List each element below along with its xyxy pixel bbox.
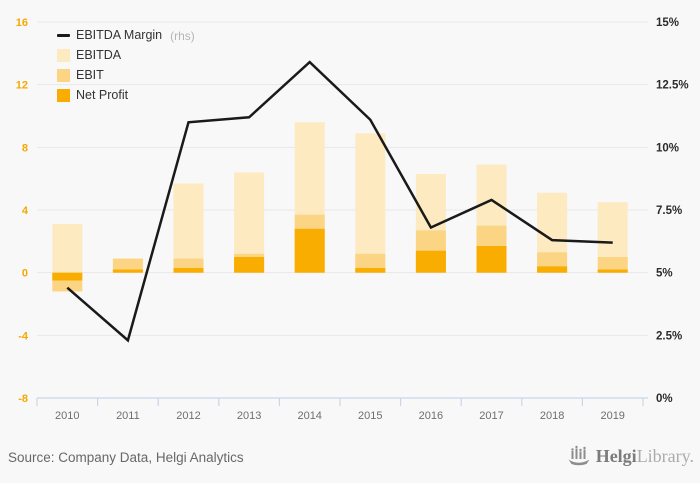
- right-tick-label: 0%: [656, 393, 673, 405]
- bar: [597, 269, 628, 273]
- left-tick-label: -4: [18, 330, 29, 342]
- ebitda-swatch: [57, 49, 70, 62]
- right-tick-label: 10%: [656, 142, 679, 154]
- legend-label: Net Profit: [76, 88, 129, 102]
- year-label: 2018: [540, 410, 564, 422]
- right-axis-labels: 15% 12.5% 10% 7.5% 5% 2.5% 0%: [656, 17, 689, 405]
- left-tick-label: -8: [18, 393, 28, 405]
- bar: [173, 267, 204, 273]
- year-label: 2013: [237, 410, 261, 422]
- year-label: 2010: [55, 410, 79, 422]
- chart-legend: EBITDA Margin (rhs) EBITDA EBIT Net Prof…: [57, 29, 195, 102]
- logo-text-helgi: Helgi: [595, 446, 637, 466]
- bars-ebitda: [52, 122, 628, 273]
- right-tick-label: 7.5%: [656, 205, 682, 217]
- bar: [294, 228, 325, 273]
- year-label: 2019: [600, 410, 624, 422]
- net-profit-swatch: [57, 89, 70, 102]
- logo-text-library: Library.: [636, 446, 694, 466]
- legend-item-net-profit: Net Profit: [57, 89, 195, 102]
- left-axis-labels: 16 12 8 4 0 -4 -8: [16, 17, 29, 405]
- bar: [112, 269, 143, 273]
- logo-text: HelgiLibrary.: [596, 445, 694, 467]
- legend-item-ebit: EBIT: [57, 69, 195, 82]
- x-axis-labels: 2010 2011 2012 2013 2014 2015 2016 2017 2018 2019: [55, 410, 625, 422]
- source-text: Source: Company Data, Helgi Analytics: [8, 450, 244, 465]
- left-tick-label: 12: [16, 80, 28, 92]
- ebitda-margin-line: [66, 60, 613, 343]
- legend-label: EBITDA: [76, 48, 122, 62]
- legend-rhs-suffix: (rhs): [170, 28, 195, 43]
- bar: [173, 183, 204, 273]
- year-label: 2014: [297, 410, 321, 422]
- bar: [355, 133, 386, 273]
- bar: [234, 257, 265, 273]
- line-swatch: [57, 34, 70, 37]
- right-tick-label: 15%: [656, 17, 679, 29]
- right-tick-label: 2.5%: [656, 330, 682, 342]
- legend-item-ebitda-margin: EBITDA Margin (rhs): [57, 28, 195, 43]
- year-label: 2011: [116, 410, 140, 422]
- left-tick-label: 0: [22, 268, 28, 280]
- bar: [355, 267, 386, 273]
- bar: [537, 266, 568, 273]
- legend-label: EBITDA Margin: [76, 28, 163, 42]
- right-tick-label: 12.5%: [656, 80, 689, 92]
- ebit-swatch: [57, 69, 70, 82]
- bars-net-profit: [52, 228, 628, 281]
- left-tick-label: 4: [22, 205, 29, 217]
- bar: [52, 224, 83, 273]
- year-label: 2012: [176, 410, 200, 422]
- helgi-library-logo[interactable]: HelgiLibrary.: [567, 445, 694, 467]
- bar: [597, 257, 628, 273]
- left-tick-label: 8: [22, 142, 28, 154]
- bar: [415, 250, 446, 273]
- legend-label: EBIT: [76, 68, 104, 82]
- legend-item-ebitda: EBITDA: [57, 49, 195, 62]
- year-label: 2016: [419, 410, 443, 422]
- year-label: 2015: [358, 410, 382, 422]
- left-tick-label: 16: [16, 17, 28, 29]
- bar: [112, 258, 143, 273]
- year-label: 2017: [479, 410, 503, 422]
- right-tick-label: 5%: [656, 268, 673, 280]
- helgi-ship-icon: [568, 445, 590, 466]
- bar: [52, 272, 83, 281]
- bar: [476, 246, 507, 273]
- bars-group: [52, 122, 628, 292]
- x-axis-line: [36, 397, 648, 406]
